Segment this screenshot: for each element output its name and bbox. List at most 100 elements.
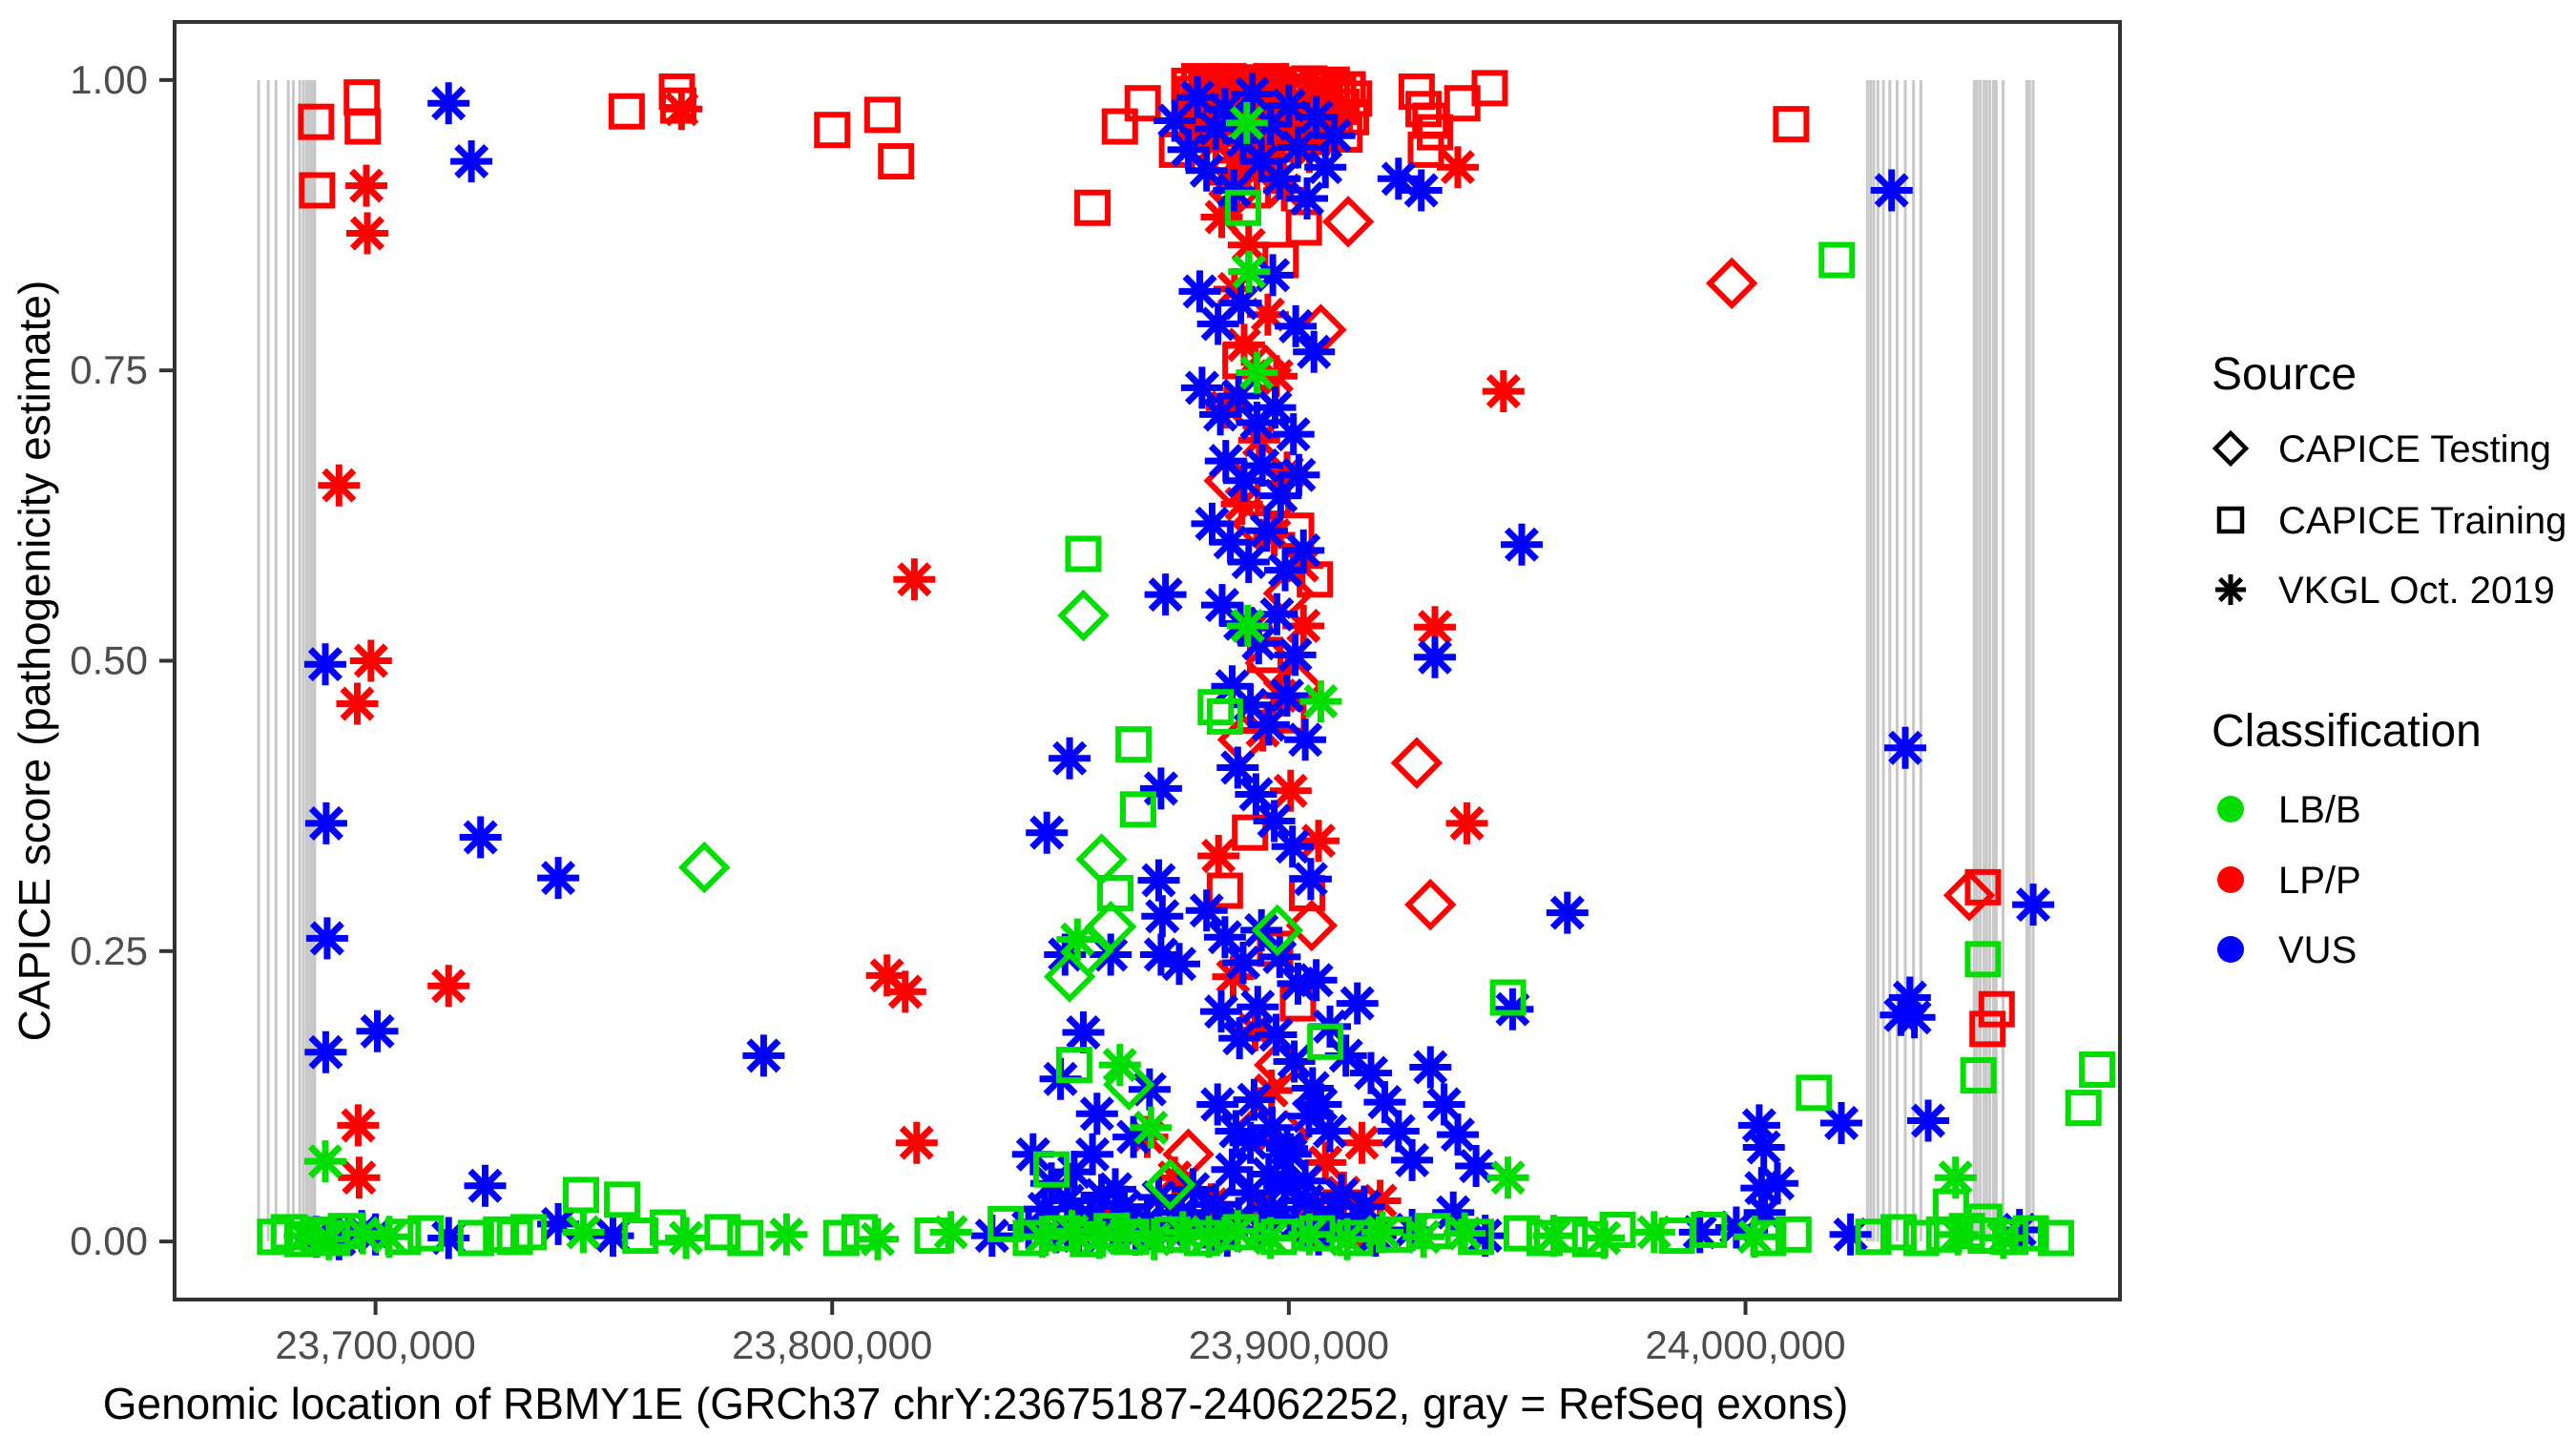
square-point	[1880, 1214, 1917, 1251]
square-point	[1206, 697, 1243, 735]
asterisk-point	[1893, 996, 1936, 1039]
asterisk-point	[1249, 1217, 1292, 1259]
asterisk-point	[368, 1216, 410, 1259]
x-tick-label: 23,900,000	[1189, 1322, 1389, 1367]
asterisk-point	[1252, 135, 1295, 177]
legend-classification-item: VUS	[2217, 929, 2357, 971]
square-point	[2065, 1090, 2102, 1127]
square-point	[299, 172, 336, 209]
asterisk-point	[1546, 891, 1589, 934]
asterisk-point	[1201, 584, 1243, 627]
asterisk-point	[1204, 440, 1247, 483]
asterisk-point	[304, 1030, 347, 1073]
square-point	[1407, 131, 1444, 168]
legend-source-item: VKGL Oct. 2019	[2215, 570, 2555, 612]
asterisk-point	[1196, 1083, 1239, 1126]
asterisk-point	[1223, 459, 1265, 502]
asterisk-point	[1132, 1217, 1175, 1260]
square-point	[1796, 1074, 1833, 1112]
asterisk-point	[450, 140, 493, 183]
asterisk-point	[1144, 573, 1187, 616]
asterisk-point	[1226, 605, 1269, 647]
asterisk-point	[1203, 88, 1246, 131]
legend-source-label: CAPICE Testing	[2278, 428, 2551, 470]
asterisk-point	[1249, 103, 1292, 146]
asterisk-point	[307, 1217, 350, 1260]
asterisk-point	[1264, 549, 1306, 592]
asterisk-point	[1158, 943, 1200, 986]
asterisk-point	[1414, 606, 1456, 649]
diamond-point	[1144, 1158, 1196, 1211]
asterisk-point	[2012, 884, 2055, 926]
asterisk-point	[1258, 157, 1301, 200]
asterisk-point	[1011, 1133, 1054, 1176]
asterisk-point	[1277, 962, 1319, 1005]
square-point	[622, 1217, 659, 1255]
square-point	[1960, 1057, 1997, 1094]
square-point	[1197, 689, 1235, 726]
square-point	[2079, 1051, 2116, 1088]
legend: Source CAPICE Testing CAPICE Training VKGL…	[2212, 349, 2566, 971]
legend-classification-title: Classification	[2212, 706, 2482, 757]
x-tick-label: 23,700,000	[275, 1322, 475, 1367]
asterisk-point	[342, 1212, 384, 1255]
asterisk-point	[1222, 942, 1264, 984]
asterisk-point	[464, 1164, 507, 1207]
asterisk-point	[1678, 1211, 1721, 1254]
asterisk-point	[1172, 91, 1215, 134]
diamond-point	[1075, 833, 1128, 885]
asterisk-point	[1220, 483, 1263, 526]
square-point	[1119, 791, 1156, 828]
asterisk-point	[1273, 1040, 1316, 1083]
asterisk-point	[1363, 1081, 1406, 1124]
asterisk-point	[1026, 811, 1069, 854]
asterisk-point	[1185, 149, 1228, 192]
asterisk-point	[1046, 1179, 1089, 1222]
asterisk-point	[592, 1215, 634, 1258]
asterisk-point	[1153, 1156, 1196, 1199]
asterisk-point	[1258, 935, 1301, 978]
asterisk-point	[1237, 622, 1280, 665]
asterisk-point	[1180, 366, 1223, 409]
asterisk-point	[1071, 1133, 1114, 1176]
asterisk-point	[1195, 1183, 1237, 1226]
diamond-point	[1162, 1128, 1215, 1181]
diamond-point	[1057, 589, 1110, 642]
asterisk-point	[1250, 1069, 1293, 1112]
asterisk-point	[459, 816, 502, 859]
asterisk-point	[665, 1217, 708, 1259]
square-point	[604, 1181, 641, 1218]
asterisk-point	[1482, 370, 1525, 413]
asterisk-point	[1486, 1156, 1529, 1199]
asterisk-point	[427, 82, 470, 125]
asterisk-point	[1309, 1110, 1351, 1153]
asterisk-point	[1299, 1083, 1342, 1126]
square-point	[407, 1215, 445, 1252]
asterisk-point	[1998, 1209, 2041, 1251]
diamond-point	[677, 841, 731, 894]
asterisk-point	[1236, 152, 1278, 195]
y-axis: 0.00 0.25 0.50 0.75 1.00	[70, 57, 175, 1263]
legend-class-dot	[2217, 936, 2244, 963]
asterisk-point	[742, 1034, 785, 1077]
square-point	[608, 93, 645, 130]
y-tick-label: 0.75	[70, 347, 148, 392]
diamond-point	[1404, 878, 1457, 931]
square-point	[343, 79, 381, 116]
asterisk-point	[1236, 986, 1279, 1029]
asterisk-point	[1319, 1174, 1362, 1217]
asterisk-point	[865, 954, 908, 997]
asterisk-point	[1377, 157, 1420, 200]
asterisk-point	[1272, 413, 1315, 456]
asterisk-point	[1583, 1217, 1626, 1259]
asterisk-point	[1277, 126, 1319, 169]
asterisk-point	[1219, 281, 1262, 324]
asterisk-point	[1253, 800, 1296, 843]
square-point	[1818, 241, 1856, 279]
asterisk-point	[1222, 119, 1264, 162]
asterisk-point	[338, 1156, 381, 1199]
asterisk-point	[1444, 1212, 1486, 1255]
asterisk-point	[1241, 445, 1284, 487]
square-point	[1405, 91, 1443, 128]
square-point	[2037, 1219, 2074, 1257]
